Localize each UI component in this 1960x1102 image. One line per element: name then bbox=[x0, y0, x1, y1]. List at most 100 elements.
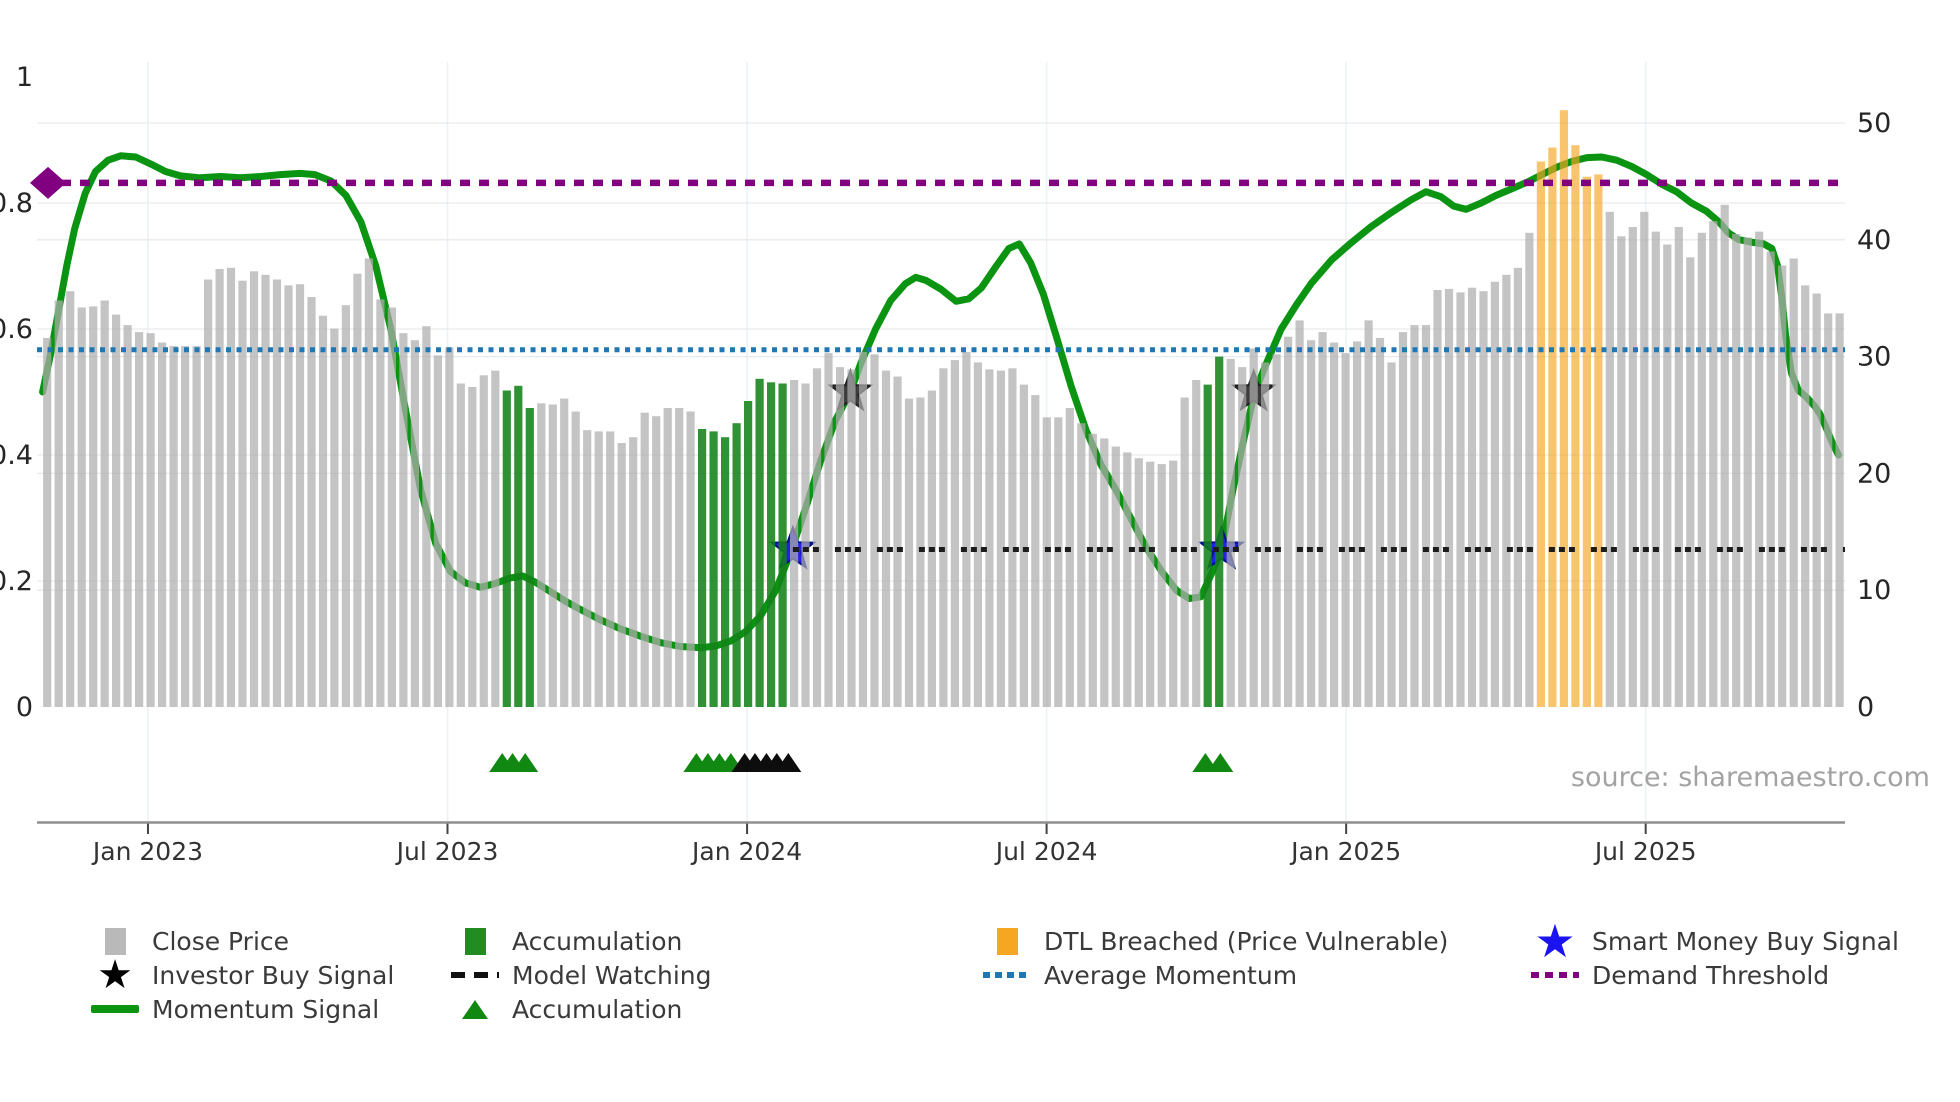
right-axis-tick-label: 10 bbox=[1857, 575, 1891, 606]
chart-plot-area: Jan 2023 Jul 2023 Jan 2024 Jul 2024 Jan 2025… bbox=[0, 62, 1891, 866]
close-price-bar bbox=[1398, 332, 1408, 707]
left-axis-tick-label: 0.2 bbox=[0, 566, 33, 597]
close-price-bar bbox=[1755, 231, 1764, 707]
close-price-bar bbox=[1054, 417, 1063, 707]
accumulation-bar bbox=[778, 383, 787, 707]
close-price-bar bbox=[1812, 293, 1821, 707]
close-price-bar bbox=[1686, 257, 1695, 707]
close-price-bar bbox=[77, 307, 86, 707]
right-axis-tick-label: 30 bbox=[1857, 342, 1891, 373]
close-price-bar bbox=[870, 354, 879, 707]
close-price-bar bbox=[950, 360, 959, 707]
investor-buy-star-icon: ★ bbox=[97, 952, 133, 998]
close-price-bar bbox=[1375, 337, 1385, 707]
legend-item-label: Investor Buy Signal bbox=[152, 960, 395, 990]
close-price-bar bbox=[1318, 332, 1327, 707]
x-tick-label: Jul 2025 bbox=[1593, 837, 1697, 866]
legend-item-label: Model Watching bbox=[512, 960, 712, 990]
accumulation-bar bbox=[744, 401, 753, 707]
close-price-bar bbox=[537, 403, 546, 707]
close-price-bar bbox=[1640, 211, 1649, 708]
close-price-bar bbox=[1330, 342, 1339, 707]
close-price-bar bbox=[353, 273, 362, 707]
close-price-bar bbox=[1766, 251, 1775, 707]
close-price-bar bbox=[364, 258, 373, 707]
close-price-bar bbox=[1249, 348, 1258, 707]
close-price-bar bbox=[1042, 417, 1051, 707]
close-price-bar bbox=[468, 387, 477, 707]
close-price-bar bbox=[640, 412, 649, 707]
close-price-bar bbox=[226, 267, 236, 707]
close-price-bar bbox=[571, 411, 580, 707]
accumulation-triangle-icon bbox=[446, 999, 504, 1019]
close-price-bar bbox=[1490, 281, 1499, 707]
accumulation-triangle-black bbox=[775, 753, 802, 772]
close-price-bar bbox=[560, 398, 569, 707]
close-price-bar bbox=[192, 346, 201, 707]
close-price-bar bbox=[261, 274, 270, 707]
demand-threshold-marker bbox=[30, 166, 66, 199]
close-price-bar bbox=[1421, 325, 1431, 707]
accumulation-bar bbox=[721, 437, 730, 707]
dtl-breached-bar bbox=[1571, 145, 1580, 707]
close-price-bar bbox=[1663, 244, 1672, 707]
close-price-bar bbox=[1789, 258, 1798, 707]
close-price-bar bbox=[491, 370, 500, 707]
source-credit: source: sharemaestro.com bbox=[1570, 762, 1930, 793]
legend-item: Average Momentum bbox=[978, 958, 1448, 992]
close-price-bar bbox=[1031, 395, 1040, 707]
dtl-breached-bar bbox=[1594, 174, 1603, 707]
close-price-bar bbox=[652, 416, 661, 707]
legend-item: Model Watching bbox=[446, 958, 712, 992]
dtl-breached-swatch-icon bbox=[978, 927, 1036, 955]
legend-column: Accumulation Model Watching Accumulation bbox=[446, 924, 712, 1026]
accumulation-bar bbox=[1203, 384, 1212, 707]
dtl-breached-bar bbox=[1559, 110, 1568, 707]
legend-item: Momentum Signal bbox=[86, 992, 394, 1026]
close-price-bar bbox=[181, 346, 190, 707]
right-axis-tick-label: 40 bbox=[1857, 225, 1891, 256]
legend-item-label: Demand Threshold bbox=[1592, 960, 1830, 990]
legend-item: Accumulation bbox=[446, 992, 712, 1026]
close-price-bar bbox=[66, 291, 75, 707]
left-axis-tick-label: 0.4 bbox=[0, 440, 33, 471]
x-tick-label: Jul 2024 bbox=[994, 837, 1098, 866]
close-price-bar bbox=[146, 333, 155, 707]
close-price-bar bbox=[123, 325, 132, 707]
legend-item-label: DTL Breached (Price Vulnerable) bbox=[1044, 926, 1449, 956]
close-price-bar bbox=[1134, 458, 1143, 707]
close-price-bar bbox=[1720, 204, 1729, 708]
close-price-bar bbox=[1709, 221, 1718, 707]
x-tick-label: Jan 2023 bbox=[91, 837, 203, 866]
close-price-bar bbox=[89, 306, 98, 707]
close-price-bar bbox=[1019, 384, 1028, 707]
right-axis-tick-label: 50 bbox=[1857, 108, 1891, 139]
legend-item: Accumulation bbox=[446, 924, 712, 958]
close-price-bar bbox=[1364, 320, 1373, 707]
close-price-bar bbox=[790, 380, 799, 707]
close-price-bar bbox=[1295, 320, 1304, 707]
accumulation-bar bbox=[514, 385, 523, 707]
close-price-bar bbox=[376, 299, 385, 707]
accumulation-swatch-icon bbox=[446, 927, 504, 955]
model-watching-swatch-icon bbox=[446, 972, 504, 978]
close-price-bar bbox=[1307, 340, 1316, 707]
dtl-breached-bar bbox=[1536, 161, 1545, 707]
momentum-line bbox=[39, 152, 1842, 652]
close-price-bar bbox=[1479, 291, 1488, 707]
average-momentum-swatch-icon bbox=[978, 972, 1036, 978]
close-price-bar bbox=[1341, 353, 1350, 707]
legend-column: ★ Smart Money Buy Signal Demand Threshold bbox=[1526, 918, 1899, 992]
close-price-bar bbox=[1778, 265, 1787, 707]
close-price-bar bbox=[112, 314, 121, 707]
close-price-bar bbox=[1065, 408, 1074, 707]
accumulation-bar bbox=[525, 408, 534, 707]
close-price-bar bbox=[43, 337, 52, 707]
close-price-bar bbox=[847, 369, 856, 707]
close-price-bar bbox=[100, 300, 109, 707]
legend-item: ★ Investor Buy Signal bbox=[86, 952, 395, 998]
right-axis-tick-label: 0 bbox=[1857, 692, 1874, 723]
legend-column: DTL Breached (Price Vulnerable) Average M… bbox=[978, 924, 1448, 992]
close-price-bar bbox=[1743, 237, 1752, 707]
